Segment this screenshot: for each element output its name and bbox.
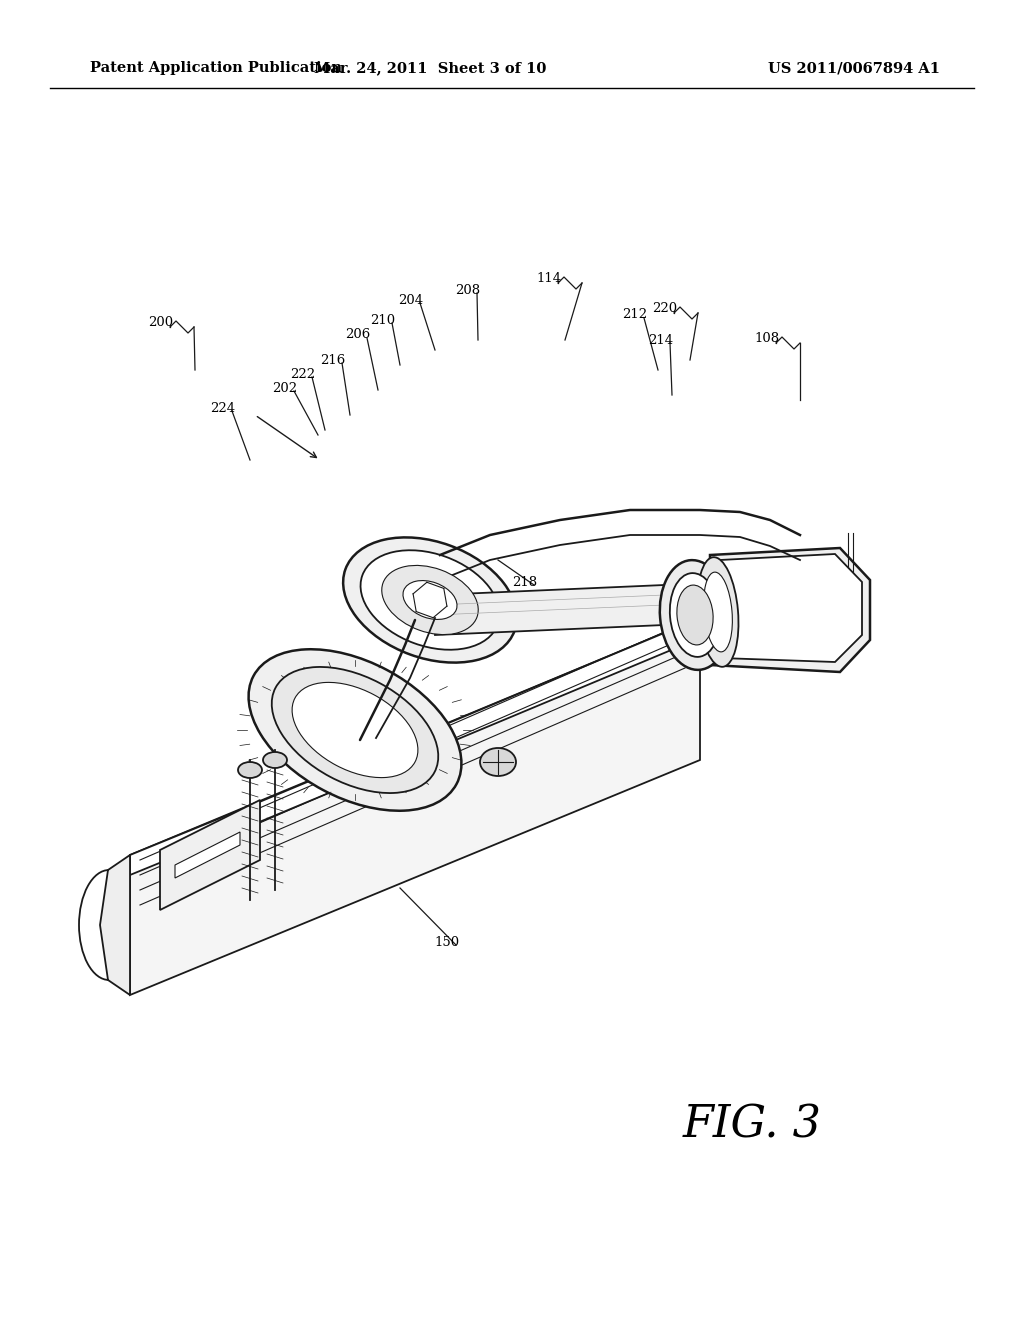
Polygon shape (130, 618, 700, 875)
Text: 206: 206 (345, 329, 371, 342)
Polygon shape (130, 618, 700, 995)
Text: 114: 114 (536, 272, 561, 285)
Polygon shape (160, 800, 260, 909)
Ellipse shape (292, 682, 418, 777)
Text: 224: 224 (210, 401, 236, 414)
Ellipse shape (403, 581, 457, 619)
Text: Patent Application Publication: Patent Application Publication (90, 61, 342, 75)
Ellipse shape (480, 748, 516, 776)
Text: 220: 220 (652, 301, 677, 314)
Text: 216: 216 (319, 354, 345, 367)
Text: 210: 210 (370, 314, 395, 326)
Text: FIG. 3: FIG. 3 (683, 1104, 822, 1146)
Text: 204: 204 (398, 293, 423, 306)
Polygon shape (435, 583, 710, 635)
Ellipse shape (343, 537, 517, 663)
Ellipse shape (360, 550, 500, 649)
Polygon shape (710, 548, 870, 672)
Text: 202: 202 (272, 381, 297, 395)
Text: 200: 200 (148, 315, 173, 329)
Ellipse shape (249, 649, 462, 810)
Ellipse shape (703, 572, 732, 652)
Ellipse shape (238, 762, 262, 777)
Polygon shape (720, 554, 862, 663)
Ellipse shape (670, 573, 720, 657)
Ellipse shape (697, 557, 738, 667)
Ellipse shape (271, 667, 438, 793)
Text: 108: 108 (754, 331, 779, 345)
Text: 214: 214 (648, 334, 673, 346)
Text: 208: 208 (455, 284, 480, 297)
Ellipse shape (659, 560, 730, 669)
Text: US 2011/0067894 A1: US 2011/0067894 A1 (768, 61, 940, 75)
Ellipse shape (382, 565, 478, 635)
Ellipse shape (263, 752, 287, 768)
Polygon shape (100, 855, 130, 995)
Text: Mar. 24, 2011  Sheet 3 of 10: Mar. 24, 2011 Sheet 3 of 10 (313, 61, 546, 75)
Text: 150: 150 (434, 936, 459, 949)
Text: 222: 222 (290, 367, 315, 380)
Text: 212: 212 (622, 309, 647, 322)
Polygon shape (175, 832, 240, 878)
Text: 218: 218 (512, 576, 538, 589)
Ellipse shape (677, 585, 713, 645)
